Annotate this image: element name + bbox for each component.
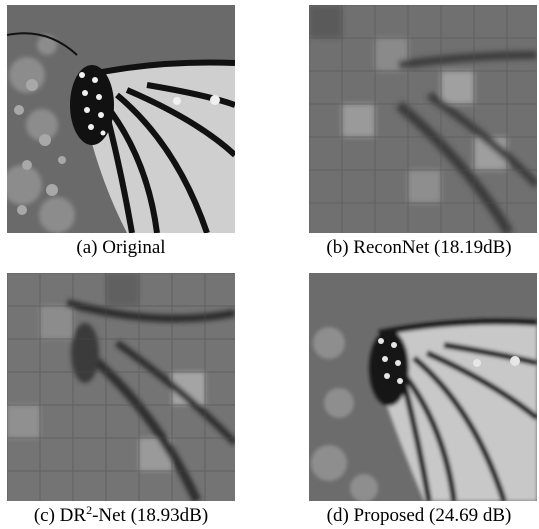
panel-a-original-image <box>7 5 235 233</box>
caption-b: (b) ReconNet (18.19dB) <box>326 237 512 258</box>
panel-c-dr2net-image <box>7 273 235 501</box>
panel-d-proposed-image <box>309 273 537 501</box>
panel-b-reconnet-image <box>309 5 537 233</box>
caption-c: (c) DR2-Net (18.93dB) <box>33 503 209 526</box>
caption-d: (d) Proposed (24.69 dB) <box>326 505 512 526</box>
caption-a: (a) Original <box>76 237 166 258</box>
